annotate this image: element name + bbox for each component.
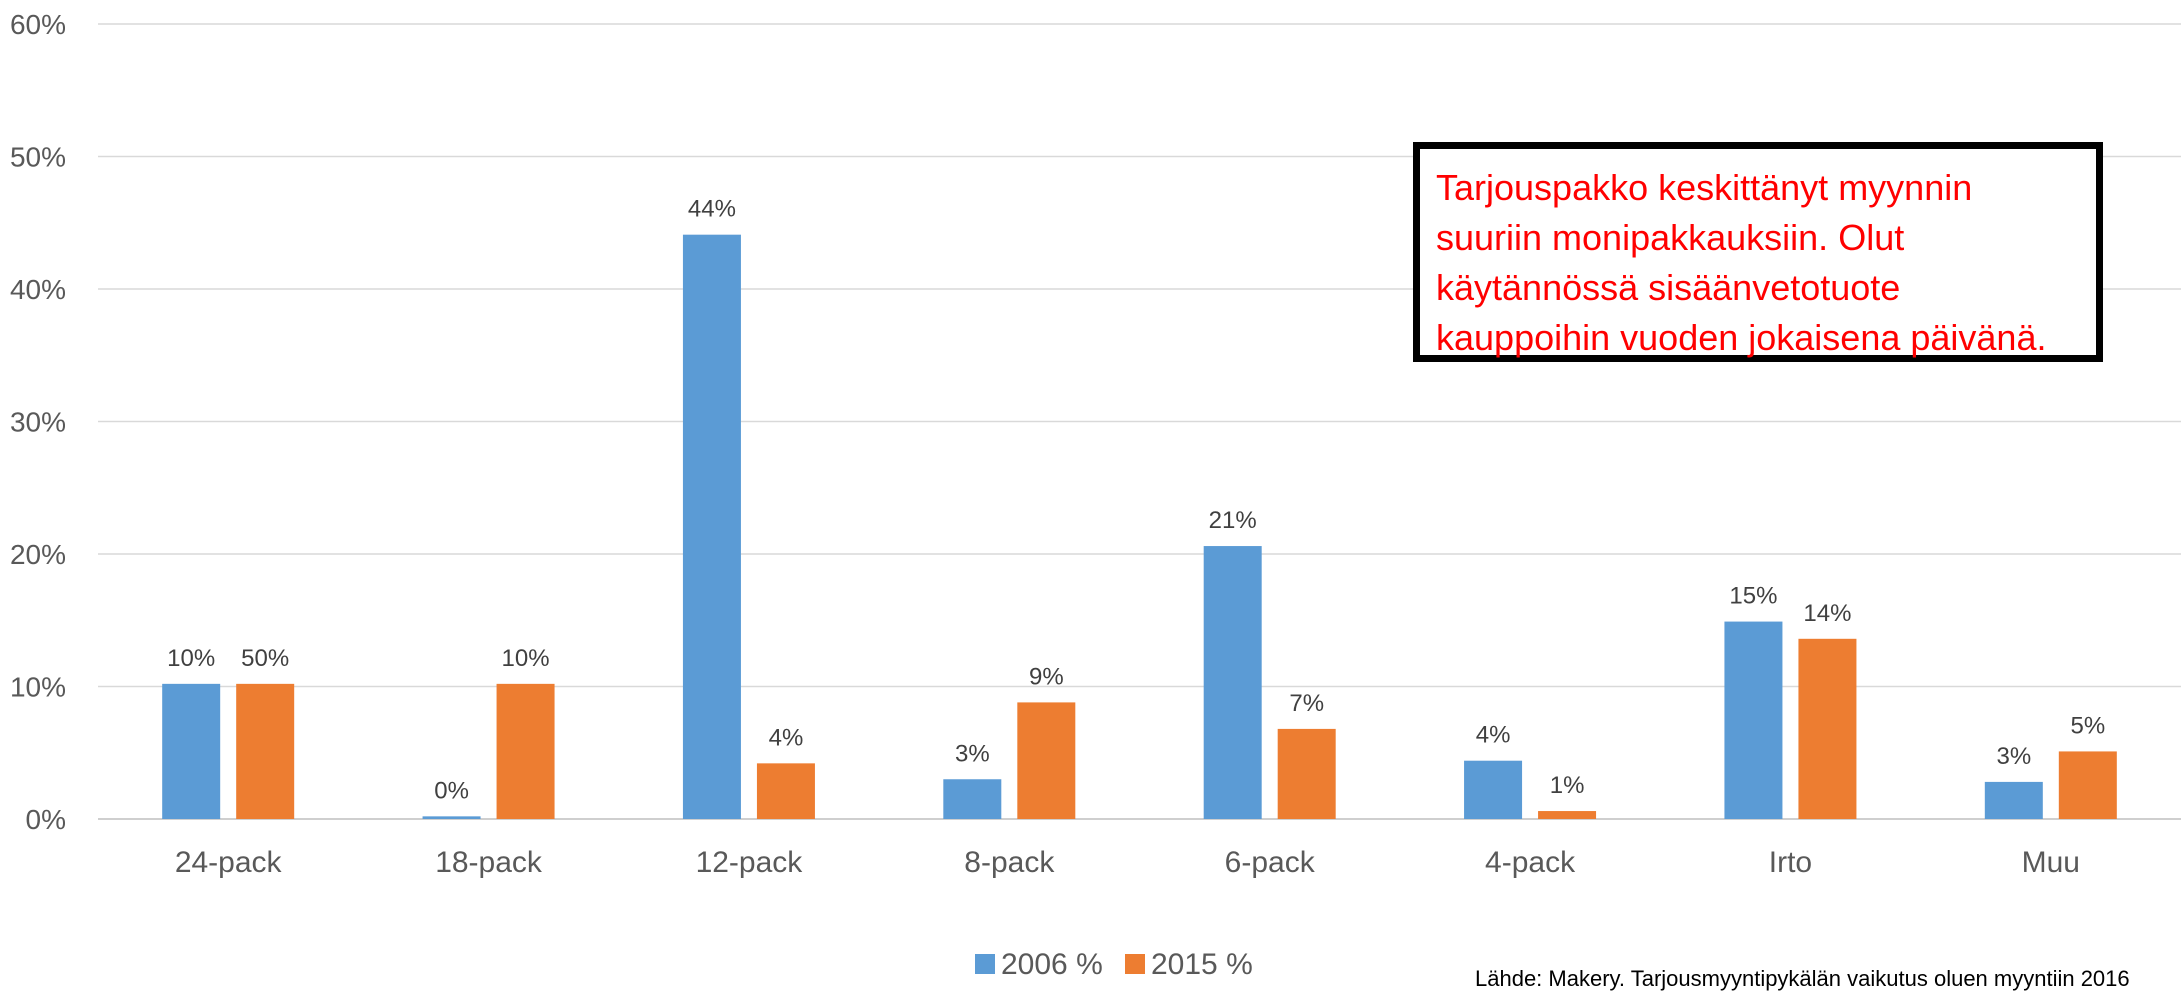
data-label: 44% xyxy=(688,196,736,223)
x-tick-label: Muu xyxy=(2022,846,2080,879)
y-tick-label: 50% xyxy=(10,142,66,173)
legend-swatch xyxy=(1125,954,1145,974)
data-label: 5% xyxy=(2070,712,2105,739)
data-label: 9% xyxy=(1029,663,1064,690)
gridlines xyxy=(98,23,2181,820)
y-tick-label: 20% xyxy=(10,539,66,570)
bar xyxy=(1203,546,1262,819)
data-label: 1% xyxy=(1550,772,1585,799)
bar xyxy=(1798,638,1857,819)
legend-label: 2015 % xyxy=(1151,948,1253,981)
y-axis: 0% 10% 20% 30% 40% 50% 60% xyxy=(10,9,66,835)
data-label: 3% xyxy=(1996,743,2031,770)
y-tick-label: 0% xyxy=(26,804,66,835)
legend: 2006 % 2015 % xyxy=(975,948,1253,981)
bars xyxy=(162,234,2117,820)
data-label: 10% xyxy=(167,645,215,672)
y-tick-label: 40% xyxy=(10,274,66,305)
bar xyxy=(162,683,221,819)
x-tick-label: Irto xyxy=(1769,846,1812,879)
data-label: 4% xyxy=(1476,722,1511,749)
bar xyxy=(1277,728,1336,819)
annotation-box: Tarjouspakko keskittänyt myynnin suuriin… xyxy=(1413,142,2103,362)
bar xyxy=(943,779,1002,819)
bar xyxy=(496,683,555,819)
data-label: 10% xyxy=(502,645,550,672)
data-label: 0% xyxy=(434,777,469,804)
y-tick-label: 30% xyxy=(10,407,66,438)
data-label: 14% xyxy=(1803,600,1851,627)
legend-swatch xyxy=(975,954,995,974)
bar xyxy=(422,816,481,819)
x-tick-label: 4-pack xyxy=(1485,846,1576,879)
x-tick-label: 24-pack xyxy=(175,846,283,879)
data-label: 50% xyxy=(241,645,289,672)
y-tick-label: 10% xyxy=(10,672,66,703)
legend-label: 2006 % xyxy=(1001,948,1103,981)
bar xyxy=(2058,751,2117,819)
data-label: 3% xyxy=(955,740,990,767)
y-tick-label: 60% xyxy=(10,9,66,40)
bar xyxy=(1464,760,1523,819)
x-tick-label: 18-pack xyxy=(435,846,543,879)
bar xyxy=(1017,702,1076,819)
annotation-text: Tarjouspakko keskittänyt myynnin suuriin… xyxy=(1436,167,2047,358)
bar xyxy=(1538,811,1597,819)
data-label: 7% xyxy=(1289,690,1324,717)
source-note: Lähde: Makery. Tarjousmyyntipykälän vaik… xyxy=(1475,966,2130,991)
bar xyxy=(682,234,741,820)
data-label: 4% xyxy=(769,724,804,751)
data-label: 21% xyxy=(1209,507,1257,534)
x-tick-label: 6-pack xyxy=(1225,846,1316,879)
x-axis: 24-pack 18-pack 12-pack 8-pack 6-pack 4-pack I… xyxy=(175,846,2080,879)
bar xyxy=(756,763,815,819)
bar xyxy=(236,683,295,819)
bar xyxy=(1984,781,2043,819)
data-label: 15% xyxy=(1729,583,1777,610)
x-tick-label: 12-pack xyxy=(696,846,804,879)
data-labels: 10% 50% 0% 10% 44% 4% 3% 9% 21% 7% 4% 1% 15% 14% 3% 5% xyxy=(167,196,2105,805)
bar xyxy=(1724,621,1783,819)
x-tick-label: 8-pack xyxy=(964,846,1055,879)
